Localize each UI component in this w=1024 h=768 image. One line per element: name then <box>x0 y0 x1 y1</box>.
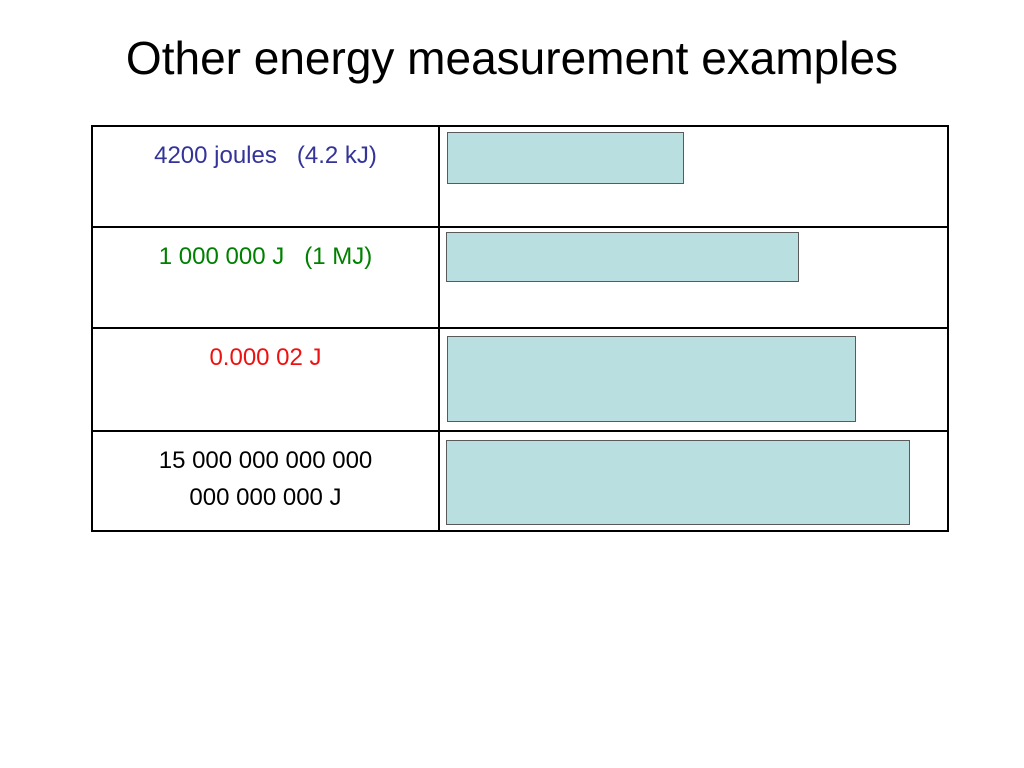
energy-value-line: 000 000 000 J <box>189 484 342 511</box>
energy-value-line: 15 000 000 000 000 <box>158 447 373 474</box>
energy-value: 4200 joules (4.2 kJ) <box>154 142 377 169</box>
energy-value: 1 000 000 J (1 MJ) <box>158 243 373 270</box>
energy-value-cell: 0.000 02 J <box>91 327 440 432</box>
answer-box[interactable] <box>446 232 799 282</box>
table-row: 15 000 000 000 000 000 000 000 J <box>91 430 949 532</box>
energy-value-cell: 4200 joules (4.2 kJ) <box>91 125 440 228</box>
table-row: 1 000 000 J (1 MJ) <box>91 226 949 329</box>
description-cell <box>438 226 949 329</box>
energy-value: 0.000 02 J <box>209 344 322 371</box>
energy-value-cell: 15 000 000 000 000 000 000 000 J <box>91 430 440 532</box>
table-row: 4200 joules (4.2 kJ) <box>91 125 949 228</box>
energy-value-cell: 1 000 000 J (1 MJ) <box>91 226 440 329</box>
answer-box[interactable] <box>446 440 910 525</box>
slide-title: Other energy measurement examples <box>125 32 899 84</box>
table-row: 0.000 02 J <box>91 327 949 432</box>
description-cell <box>438 125 949 228</box>
description-cell <box>438 327 949 432</box>
answer-box[interactable] <box>447 132 684 184</box>
answer-box[interactable] <box>447 336 856 422</box>
energy-table: 4200 joules (4.2 kJ) 1 000 000 J (1 MJ) … <box>91 125 949 532</box>
description-cell <box>438 430 949 532</box>
